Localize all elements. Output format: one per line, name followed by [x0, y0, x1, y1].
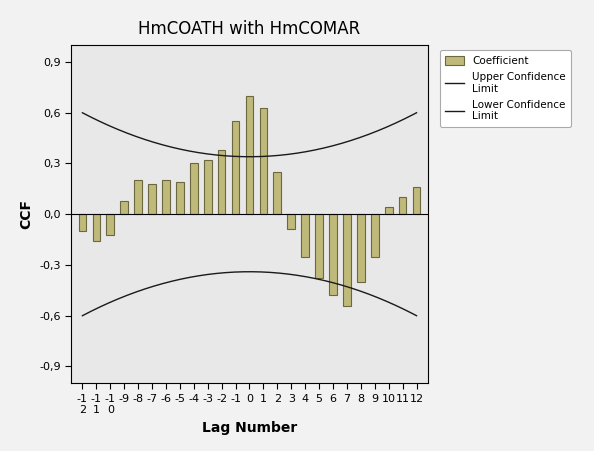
Bar	[315, 214, 323, 278]
Bar	[121, 201, 128, 214]
Bar	[287, 214, 295, 230]
Bar	[371, 214, 378, 257]
Bar	[134, 180, 142, 214]
Bar	[176, 182, 184, 214]
Bar	[343, 214, 351, 306]
Bar	[232, 121, 239, 214]
Bar	[162, 180, 170, 214]
Y-axis label: CCF: CCF	[20, 199, 34, 229]
Bar	[78, 214, 86, 231]
Bar	[204, 160, 211, 214]
Bar	[218, 150, 226, 214]
Bar	[301, 214, 309, 257]
Bar	[413, 187, 421, 214]
Bar	[246, 96, 253, 214]
Bar	[273, 172, 281, 214]
Bar	[260, 108, 267, 214]
Bar	[93, 214, 100, 241]
Bar	[357, 214, 365, 282]
Bar	[148, 184, 156, 214]
Bar	[385, 207, 393, 214]
Bar	[329, 214, 337, 295]
Bar	[190, 163, 198, 214]
Legend: Coefficient, Upper Confidence
Limit, Lower Confidence
Limit: Coefficient, Upper Confidence Limit, Low…	[440, 51, 571, 127]
Title: HmCOATH with HmCOMAR: HmCOATH with HmCOMAR	[138, 20, 361, 38]
Bar	[106, 214, 114, 235]
X-axis label: Lag Number: Lag Number	[202, 421, 297, 435]
Bar	[399, 197, 406, 214]
